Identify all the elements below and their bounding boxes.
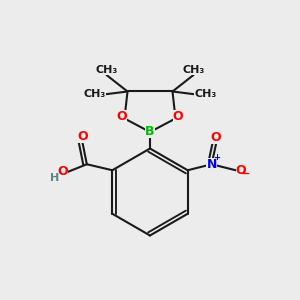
Text: O: O <box>77 130 88 143</box>
Text: O: O <box>58 165 68 178</box>
Text: CH₃: CH₃ <box>194 89 217 100</box>
Text: −: − <box>241 169 250 179</box>
Text: O: O <box>172 110 183 123</box>
Text: +: + <box>214 153 220 162</box>
Text: B: B <box>145 125 155 139</box>
Text: N: N <box>206 158 217 171</box>
Text: CH₃: CH₃ <box>83 89 106 100</box>
Text: H: H <box>50 173 59 183</box>
Text: CH₃: CH₃ <box>95 64 118 75</box>
Text: O: O <box>211 131 221 144</box>
Text: O: O <box>117 110 128 123</box>
Text: O: O <box>236 164 246 177</box>
Text: CH₃: CH₃ <box>182 64 205 75</box>
